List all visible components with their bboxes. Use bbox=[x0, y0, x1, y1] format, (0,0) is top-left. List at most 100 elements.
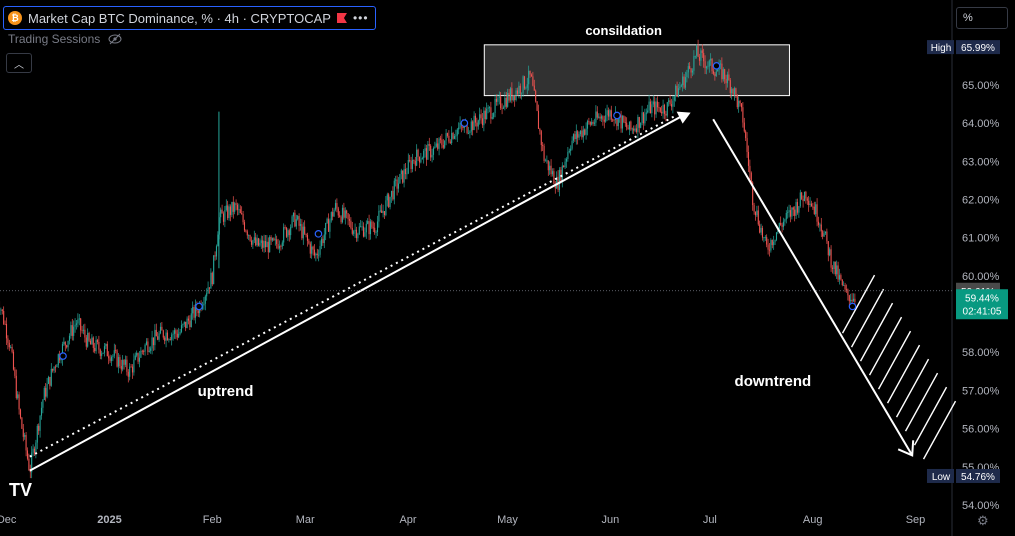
candle-body bbox=[666, 102, 668, 116]
candle-body bbox=[102, 352, 104, 354]
candle-body bbox=[353, 231, 355, 234]
candle-body bbox=[215, 246, 218, 257]
candle-body bbox=[449, 141, 451, 143]
symbol-title[interactable]: Market Cap BTC Dominance, % · 4h · CRYPT… bbox=[28, 10, 331, 26]
candle-body bbox=[558, 169, 561, 190]
candle-body bbox=[239, 209, 241, 214]
more-dots-icon[interactable]: ••• bbox=[352, 11, 369, 25]
candle-body bbox=[214, 255, 216, 257]
candle-body bbox=[756, 210, 758, 216]
consolidation-box[interactable] bbox=[483, 44, 790, 97]
event-marker[interactable] bbox=[59, 352, 67, 360]
event-marker[interactable] bbox=[848, 302, 857, 311]
eye-off-icon[interactable] bbox=[108, 33, 122, 45]
candle-body bbox=[94, 347, 96, 352]
candle-body bbox=[203, 303, 205, 306]
candle-body bbox=[168, 339, 170, 341]
candle-body bbox=[354, 229, 356, 232]
price-badge-label: Low bbox=[932, 472, 951, 483]
candle-body bbox=[228, 206, 230, 219]
candle-body bbox=[694, 55, 696, 57]
candle-body bbox=[262, 240, 264, 248]
candle-body bbox=[834, 261, 836, 275]
event-marker[interactable] bbox=[460, 119, 469, 127]
candle-body bbox=[652, 101, 654, 105]
candle-body bbox=[467, 133, 470, 134]
candle-body bbox=[528, 70, 530, 85]
event-marker[interactable] bbox=[712, 62, 721, 70]
candle-body bbox=[662, 105, 664, 114]
candle-body bbox=[385, 200, 387, 216]
candle-body bbox=[264, 240, 267, 248]
event-marker[interactable] bbox=[613, 111, 621, 120]
candle-body bbox=[693, 56, 695, 71]
candle-body bbox=[504, 97, 506, 108]
candle-body bbox=[424, 148, 426, 151]
unit-selector[interactable]: % bbox=[956, 7, 1008, 29]
candle-body bbox=[276, 239, 278, 244]
candle-body bbox=[446, 133, 449, 136]
trading-sessions-label: Trading Sessions bbox=[8, 32, 101, 46]
candle-body bbox=[441, 139, 443, 146]
candle-body bbox=[812, 206, 814, 208]
candle-body bbox=[724, 69, 726, 80]
candle-body bbox=[805, 191, 807, 199]
candle-body bbox=[511, 88, 513, 101]
candle-body bbox=[164, 337, 166, 341]
candle-body bbox=[427, 144, 429, 160]
symbol-header[interactable]: ₿ Market Cap BTC Dominance, % · 4h · CRY… bbox=[3, 6, 376, 30]
uptrend-arrow-line[interactable] bbox=[29, 112, 688, 472]
candle-body bbox=[270, 237, 272, 241]
candle-body bbox=[456, 129, 458, 136]
candle-body bbox=[516, 90, 519, 94]
candle-body bbox=[509, 88, 512, 101]
candle-body bbox=[782, 221, 785, 227]
candle-body bbox=[292, 212, 295, 217]
candle-body bbox=[473, 115, 475, 131]
candle-body bbox=[708, 60, 710, 67]
candle-body bbox=[634, 128, 636, 131]
candle-body bbox=[770, 239, 772, 251]
downtrend-arrow-line[interactable] bbox=[712, 118, 914, 456]
candle-body bbox=[54, 366, 57, 368]
candle-body bbox=[386, 194, 388, 201]
candle-body bbox=[378, 210, 380, 222]
candle-body bbox=[402, 170, 404, 183]
candle-body bbox=[669, 100, 671, 105]
countdown-value: 02:41:05 bbox=[963, 306, 1002, 317]
gear-icon[interactable]: ⚙ bbox=[977, 513, 989, 528]
candle-body bbox=[157, 336, 159, 340]
candle-body bbox=[493, 113, 495, 118]
candle-body bbox=[374, 227, 376, 233]
event-marker[interactable] bbox=[195, 302, 203, 311]
candle-body bbox=[399, 174, 401, 184]
candle-body bbox=[455, 135, 457, 137]
candle-body bbox=[45, 387, 47, 397]
trading-sessions[interactable]: Trading Sessions bbox=[8, 32, 122, 46]
candle-body bbox=[145, 341, 148, 345]
chevron-up-icon[interactable]: ︿ bbox=[6, 53, 32, 73]
uptrend-dotted-line[interactable] bbox=[29, 114, 678, 458]
candle-body bbox=[707, 66, 709, 68]
candle-body bbox=[544, 160, 547, 162]
candle-body bbox=[609, 110, 611, 117]
flag-icon[interactable] bbox=[336, 13, 347, 23]
candle-body bbox=[40, 407, 43, 416]
candle-body bbox=[190, 313, 192, 328]
event-marker[interactable] bbox=[314, 230, 323, 238]
candle-body bbox=[668, 100, 670, 103]
candle-body bbox=[624, 122, 626, 124]
candle-body bbox=[556, 176, 558, 189]
candle-body bbox=[816, 204, 818, 222]
candle-body bbox=[178, 333, 180, 338]
candle-body bbox=[824, 231, 827, 234]
candle-body bbox=[33, 448, 36, 454]
candle-body bbox=[728, 74, 730, 81]
candle-body bbox=[4, 323, 6, 325]
price-badge bbox=[956, 468, 1000, 483]
candle-body bbox=[827, 241, 829, 256]
candle-body bbox=[487, 107, 489, 109]
candle-body bbox=[319, 246, 321, 255]
candle-body bbox=[761, 227, 764, 238]
